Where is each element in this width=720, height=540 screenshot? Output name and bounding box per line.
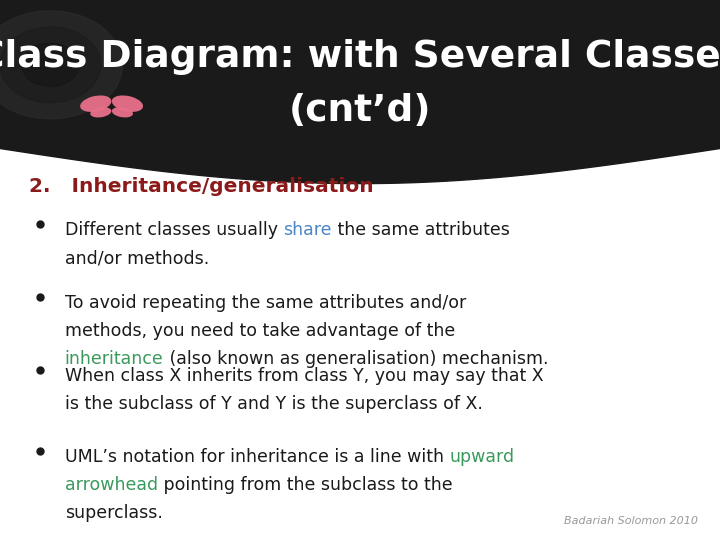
Text: share: share [283,221,332,239]
Text: Badariah Solomon 2010: Badariah Solomon 2010 [564,516,698,526]
Ellipse shape [80,96,112,112]
Text: and/or methods.: and/or methods. [65,249,209,267]
Text: (also known as generalisation) mechanism.: (also known as generalisation) mechanism… [163,350,548,368]
Text: upward: upward [449,448,514,466]
Circle shape [0,11,122,119]
Text: When class X inherits from class Y, you may say that X: When class X inherits from class Y, you … [65,367,544,385]
Text: To avoid repeating the same attributes and/or: To avoid repeating the same attributes a… [65,294,466,312]
Text: superclass.: superclass. [65,504,163,522]
Text: pointing from the subclass to the: pointing from the subclass to the [158,476,453,494]
Text: the same attributes: the same attributes [332,221,510,239]
Circle shape [22,43,79,86]
Text: Class Diagram: with Several Classes: Class Diagram: with Several Classes [0,39,720,75]
Ellipse shape [112,96,143,112]
Text: arrowhead: arrowhead [65,476,158,494]
Text: Different classes usually: Different classes usually [65,221,283,239]
Ellipse shape [112,107,133,118]
Text: 2.   Inheritance/generalisation: 2. Inheritance/generalisation [29,177,374,196]
Text: inheritance: inheritance [65,350,163,368]
Text: is the subclass of Y and Y is the superclass of X.: is the subclass of Y and Y is the superc… [65,395,482,413]
Circle shape [0,27,101,103]
Text: UML’s notation for inheritance is a line with: UML’s notation for inheritance is a line… [65,448,449,466]
Text: (cnt’d): (cnt’d) [289,93,431,129]
Text: methods, you need to take advantage of the: methods, you need to take advantage of t… [65,322,455,340]
Ellipse shape [90,107,112,118]
